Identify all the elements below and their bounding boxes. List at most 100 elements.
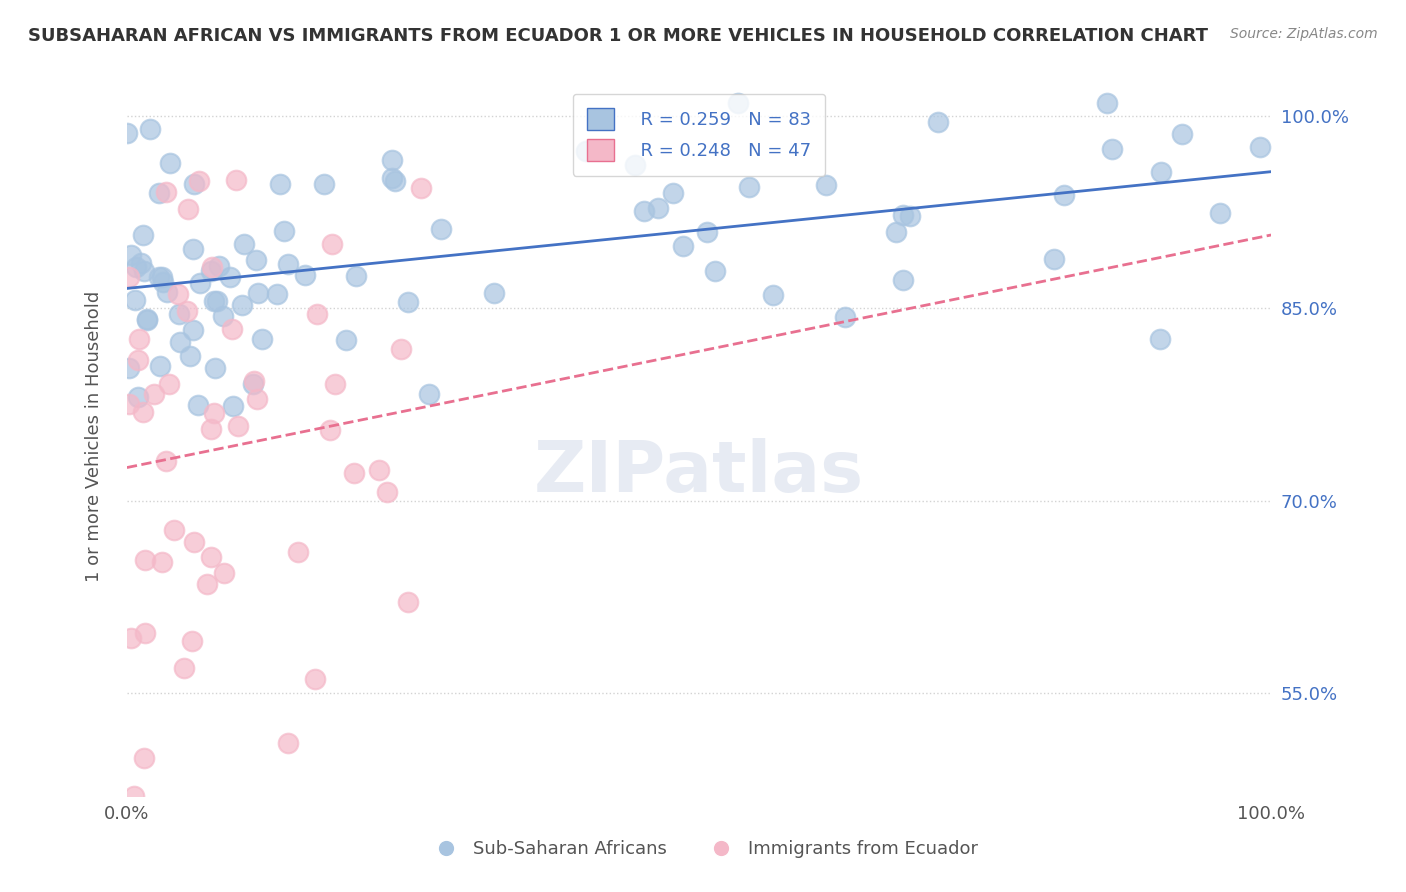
Point [482, 285, 505, 300]
Text: Source: ZipAtlas.com: Source: ZipAtlas.com [1230, 27, 1378, 41]
Point [222, 399, 245, 413]
Point [287, 545, 309, 559]
Point [304, 673, 326, 687]
Point [132, 227, 155, 242]
Point [738, 179, 761, 194]
Point [120, 631, 142, 645]
Point [152, 275, 174, 289]
Point [245, 253, 267, 268]
Point [1209, 206, 1232, 220]
Point [898, 209, 921, 223]
Point [430, 222, 453, 236]
Point [187, 398, 209, 412]
Point [1043, 252, 1066, 266]
Point [155, 185, 177, 199]
Legend:   R = 0.259   N = 83,   R = 0.248   N = 47: R = 0.259 N = 83, R = 0.248 N = 47 [572, 94, 825, 176]
Point [834, 310, 856, 324]
Point [157, 377, 180, 392]
Point [120, 248, 142, 262]
Legend: Sub-Saharan Africans, Immigrants from Ecuador: Sub-Saharan Africans, Immigrants from Ec… [420, 833, 986, 865]
Point [127, 390, 149, 404]
Point [575, 145, 598, 159]
Point [169, 334, 191, 349]
Point [204, 361, 226, 376]
Point [1150, 165, 1173, 179]
Point [181, 323, 204, 337]
Point [367, 463, 389, 477]
Point [166, 287, 188, 301]
Point [202, 406, 225, 420]
Point [344, 269, 367, 284]
Point [173, 660, 195, 674]
Point [118, 397, 141, 411]
Point [396, 294, 419, 309]
Point [335, 333, 357, 347]
Point [181, 633, 204, 648]
Point [377, 484, 399, 499]
Point [148, 270, 170, 285]
Point [624, 159, 647, 173]
Text: ZIPatlas: ZIPatlas [534, 438, 865, 507]
Point [118, 361, 141, 376]
Point [139, 122, 162, 136]
Point [221, 322, 243, 336]
Point [343, 466, 366, 480]
Point [212, 309, 235, 323]
Point [201, 260, 224, 274]
Y-axis label: 1 or more Vehicles in Household: 1 or more Vehicles in Household [86, 291, 103, 582]
Point [177, 202, 200, 216]
Point [246, 392, 269, 407]
Point [927, 115, 949, 129]
Point [159, 156, 181, 170]
Point [136, 312, 159, 326]
Point [672, 239, 695, 253]
Point [381, 171, 404, 186]
Point [762, 288, 785, 302]
Point [149, 359, 172, 374]
Point [269, 178, 291, 192]
Point [117, 126, 139, 140]
Point [127, 353, 149, 368]
Point [176, 303, 198, 318]
Point [891, 273, 914, 287]
Point [200, 264, 222, 278]
Point [218, 270, 240, 285]
Point [205, 294, 228, 309]
Point [389, 342, 412, 356]
Point [243, 374, 266, 388]
Point [136, 312, 159, 326]
Point [312, 177, 335, 191]
Point [727, 96, 749, 111]
Point [381, 153, 404, 167]
Point [384, 174, 406, 188]
Point [662, 186, 685, 200]
Point [212, 566, 235, 581]
Point [129, 256, 152, 270]
Point [814, 178, 837, 192]
Point [277, 736, 299, 750]
Point [155, 285, 177, 299]
Point [891, 208, 914, 222]
Point [200, 549, 222, 564]
Point [155, 453, 177, 467]
Point [233, 237, 256, 252]
Point [1101, 142, 1123, 156]
Point [150, 556, 173, 570]
Point [124, 293, 146, 307]
Point [277, 257, 299, 271]
Point [242, 376, 264, 391]
Point [195, 577, 218, 591]
Point [647, 201, 669, 215]
Point [150, 269, 173, 284]
Point [143, 387, 166, 401]
Point [200, 422, 222, 436]
Point [181, 242, 204, 256]
Point [409, 180, 432, 194]
Point [1249, 139, 1271, 153]
Point [208, 259, 231, 273]
Point [225, 173, 247, 187]
Point [118, 269, 141, 284]
Point [132, 263, 155, 277]
Point [167, 306, 190, 320]
Point [1097, 96, 1119, 111]
